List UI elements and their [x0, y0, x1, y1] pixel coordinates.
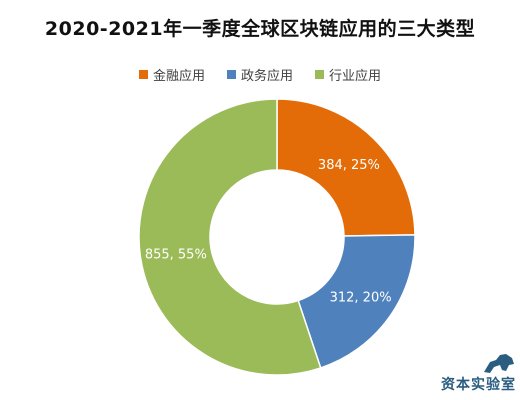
- legend-swatch-government: [226, 70, 236, 79]
- legend-item-finance: 金融应用: [138, 65, 205, 84]
- legend-label-industry: 行业应用: [329, 69, 382, 84]
- data-label-industry: 855, 55%: [145, 247, 207, 262]
- watermark-text: 资本实验室: [441, 377, 516, 393]
- legend-item-government: 政务应用: [226, 65, 293, 84]
- donut-slice-finance: [276, 98, 416, 237]
- legend-label-government: 政务应用: [240, 69, 293, 84]
- legend-item-industry: 行业应用: [315, 65, 381, 84]
- leopard-logo-icon: [484, 354, 514, 373]
- chart-title: 2020-2021年一季度全球区块链应用的三大类型: [44, 18, 476, 40]
- legend-swatch-industry: [315, 70, 324, 79]
- data-label-government: 312, 20%: [330, 290, 392, 305]
- legend-label-finance: 金融应用: [152, 69, 205, 84]
- donut-slices: [138, 98, 416, 376]
- legend-swatch-finance: [138, 70, 148, 79]
- watermark: 资本实验室: [441, 352, 516, 394]
- donut-slice-industry: [138, 98, 322, 376]
- chart-legend: 金融应用 政务应用 行业应用: [0, 65, 520, 84]
- donut-slice-government: [297, 234, 416, 369]
- data-label-finance: 384, 25%: [318, 158, 380, 173]
- data-labels: 384, 25% 312, 20% 855, 55%: [145, 158, 392, 305]
